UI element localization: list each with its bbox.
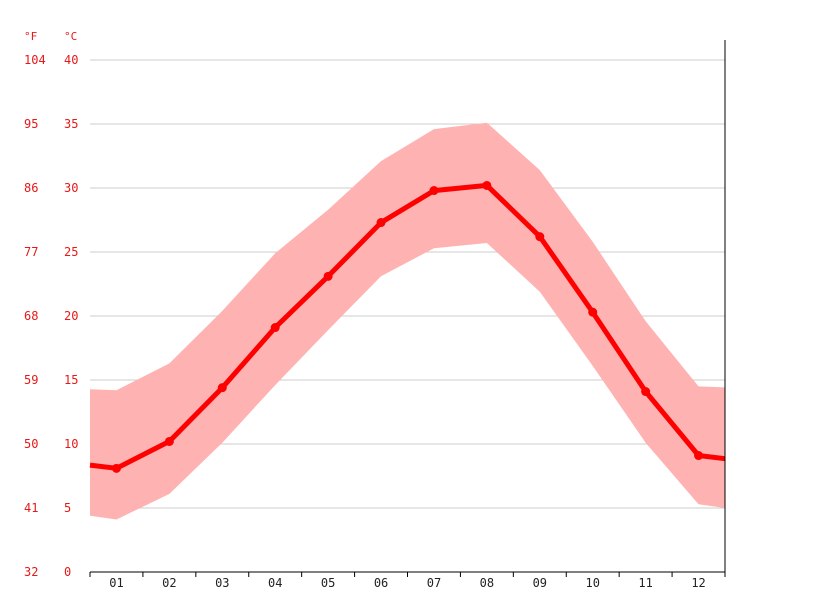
x-tick-label: 07: [427, 576, 441, 590]
y-tick-label-celsius: 25: [64, 245, 78, 259]
y-tick-label-celsius: 40: [64, 53, 78, 67]
data-point: [694, 451, 704, 461]
data-point: [588, 307, 598, 317]
average-temperature-line: [89, 182, 726, 471]
temperature-range-band: [90, 122, 725, 520]
x-tick-label: 08: [480, 576, 494, 590]
x-tick-label: 03: [215, 576, 229, 590]
data-point: [482, 180, 492, 190]
x-tick-label: 01: [109, 576, 123, 590]
data-point: [535, 232, 545, 242]
y-tick-label-fahrenheit: 95: [24, 117, 38, 131]
celsius-unit-label: °C: [64, 30, 77, 43]
data-point: [217, 383, 227, 393]
data-point: [111, 463, 121, 473]
data-point: [641, 387, 651, 397]
y-tick-label-fahrenheit: 32: [24, 565, 38, 579]
temperature-line-series: [89, 180, 726, 473]
y-tick-label-fahrenheit: 77: [24, 245, 38, 259]
x-tick-label: 04: [268, 576, 282, 590]
y-tick-label-celsius: 20: [64, 309, 78, 323]
y-tick-label-celsius: 35: [64, 117, 78, 131]
x-tick-label: 11: [638, 576, 652, 590]
y-tick-label-celsius: 30: [64, 181, 78, 195]
y-tick-label-celsius: 5: [64, 501, 71, 515]
x-tick-label: 05: [321, 576, 335, 590]
y-tick-label-fahrenheit: 68: [24, 309, 38, 323]
y-tick-label-fahrenheit: 59: [24, 373, 38, 387]
x-tick-label: 10: [585, 576, 599, 590]
y-tick-label-celsius: 10: [64, 437, 78, 451]
x-tick-label: 09: [533, 576, 547, 590]
data-point: [270, 323, 280, 333]
tick-labels: °F °C 0 32 5 41 10 50 15 59 20 68 25 77 30 86 35 95 40 10…: [24, 30, 706, 590]
data-point: [323, 271, 333, 281]
x-tick-label: 06: [374, 576, 388, 590]
data-point: [429, 186, 439, 196]
y-tick-label-celsius: 15: [64, 373, 78, 387]
y-tick-label-fahrenheit: 104: [24, 53, 46, 67]
y-tick-label-celsius: 0: [64, 565, 71, 579]
y-tick-label-fahrenheit: 50: [24, 437, 38, 451]
y-tick-label-fahrenheit: 41: [24, 501, 38, 515]
x-tick-label: 12: [691, 576, 705, 590]
range-band-area: [90, 122, 725, 520]
data-point: [164, 436, 174, 446]
fahrenheit-unit-label: °F: [24, 30, 37, 43]
x-tick-label: 02: [162, 576, 176, 590]
data-point: [376, 218, 386, 228]
axes: [89, 40, 726, 577]
y-tick-label-fahrenheit: 86: [24, 181, 38, 195]
